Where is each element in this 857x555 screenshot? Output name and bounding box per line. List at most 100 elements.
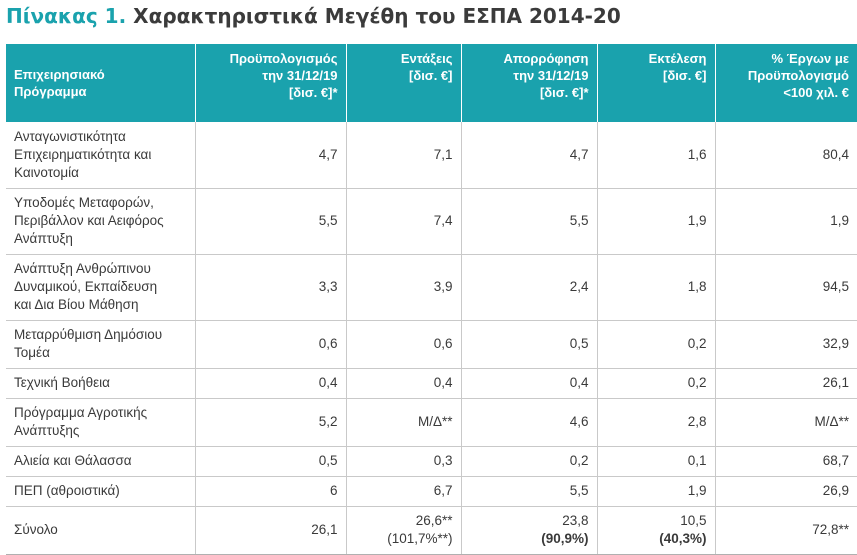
cell-entaxeis: 3,9 — [345, 254, 461, 321]
cell-pct: 32,9 — [714, 320, 857, 369]
cell-entaxeis: Μ/Δ** — [345, 398, 461, 447]
header-line: Απορρόφηση — [503, 51, 589, 66]
total-value: 10,5 — [680, 513, 707, 528]
program-name-line: Μεταρρύθμιση Δημόσιου — [14, 327, 163, 342]
header-row: Επιχειρησιακό Πρόγραμμα Προϋπολογισμός την … — [6, 44, 857, 122]
program-name-line: Δυναμικού, Εκπαίδευση — [14, 279, 158, 294]
total-value: 23,8 — [562, 513, 589, 528]
program-name-line: Καινοτομία — [14, 164, 79, 180]
header-line: [δισ. €]* — [539, 85, 589, 100]
cell-absorption: 4,6 — [460, 398, 597, 447]
cell-budget: 0,6 — [194, 320, 346, 369]
program-name-line: Τομέα — [14, 345, 50, 360]
total-percentage: (40,3%) — [659, 531, 707, 546]
table-row: Μεταρρύθμιση Δημόσιου Τομέα 0,6 0,6 0,5 0,2 32… — [6, 320, 857, 369]
total-value: 72,8** — [812, 522, 849, 537]
col-program-header: Επιχειρησιακό Πρόγραμμα — [6, 44, 195, 122]
col-budget-header: Προϋπολογισμός την 31/12/19 [δισ. €]* — [194, 44, 346, 122]
program-name-line: ΠΕΠ (αθροιστικά) — [14, 483, 120, 498]
cell-absorption: 4,7 — [460, 122, 597, 189]
header-line: Εντάξεις — [400, 51, 453, 66]
program-name-line: Επιχειρηματικότητα και — [14, 146, 152, 162]
cell-budget: 0,5 — [194, 446, 346, 477]
cell-execution: 0,2 — [596, 320, 715, 369]
espa-table: Επιχειρησιακό Πρόγραμμα Προϋπολογισμός την … — [6, 44, 857, 555]
col-pct-header: % Έργων με Προϋπολογισμό <100 χιλ. € — [714, 44, 857, 122]
cell-entaxeis: 0,4 — [345, 368, 461, 399]
col-absorption-header: Απορρόφηση την 31/12/19 [δισ. €]* — [460, 44, 597, 122]
header-line: Εκτέλεση — [648, 51, 707, 66]
cell-budget: 3,3 — [194, 254, 346, 321]
program-name-line: Περιβάλλον και Αειφόρος — [14, 213, 164, 228]
cell-budget: 4,7 — [194, 122, 346, 189]
cell-pct: 1,9 — [714, 188, 857, 255]
header-line: Προϋπολογισμός — [229, 51, 338, 66]
cell-pct: 94,5 — [714, 254, 857, 321]
table-body: Ανταγωνιστικότητα Επιχειρηματικότητα και Κ… — [6, 122, 857, 555]
cell-execution: 0,2 — [596, 368, 715, 399]
header-line: [δισ. €] — [662, 68, 707, 83]
total-value: 26,1 — [311, 522, 338, 537]
total-percentage: (101,7%**) — [387, 531, 453, 546]
program-name-line: Ανάπτυξη — [14, 231, 73, 246]
header-line: την 31/12/19 — [262, 68, 338, 83]
cell-budget: 0,4 — [194, 368, 346, 399]
cell-pct: Μ/Δ** — [714, 398, 857, 447]
program-name: Ανάπτυξη Ανθρώπινου Δυναμικού, Εκπαίδευση… — [6, 254, 195, 321]
total-entaxeis: 26,6** (101,7%**) — [345, 506, 461, 555]
cell-entaxeis: 0,3 — [345, 446, 461, 477]
table-row: Υποδομές Μεταφορών, Περιβάλλον και Αειφόρ… — [6, 188, 857, 255]
total-value: 26,6** — [415, 513, 453, 528]
header-line: % Έργων με — [771, 51, 849, 66]
table-row: Αλιεία και Θάλασσα 0,5 0,3 0,2 0,1 68,7 — [6, 446, 857, 477]
cell-entaxeis: 7,4 — [345, 188, 461, 255]
table-number: Πίνακας 1. — [6, 4, 127, 28]
cell-absorption: 5,5 — [460, 476, 597, 507]
cell-budget: 5,2 — [194, 398, 346, 447]
cell-entaxeis: 6,7 — [345, 476, 461, 507]
total-pct: 72,8** — [714, 506, 857, 555]
program-name: Πρόγραμμα Αγροτικής Ανάπτυξης — [6, 398, 195, 447]
total-budget: 26,1 — [194, 506, 346, 555]
cell-absorption: 5,5 — [460, 188, 597, 255]
table-row: Ανταγωνιστικότητα Επιχειρηματικότητα και Κ… — [6, 122, 857, 189]
header-line: <100 χιλ. € — [783, 85, 849, 100]
table-caption: Χαρακτηριστικά Μεγέθη του ΕΣΠΑ 2014-20 — [133, 4, 621, 28]
program-name-line: Ανταγωνιστικότητα — [14, 128, 126, 144]
cell-pct: 68,7 — [714, 446, 857, 477]
cell-execution: 1,6 — [596, 122, 715, 189]
program-name-line: Πρόγραμμα Αγροτικής — [14, 405, 148, 420]
total-label: Σύνολο — [6, 506, 195, 555]
program-name: Τεχνική Βοήθεια — [6, 368, 195, 399]
total-row: Σύνολο 26,1 26,6** (101,7%**) 23,8 (90,9%) 10,… — [6, 506, 857, 555]
col-entaxeis-header: Εντάξεις [δισ. €] — [345, 44, 461, 122]
cell-entaxeis: 7,1 — [345, 122, 461, 189]
cell-execution: 2,8 — [596, 398, 715, 447]
total-percentage: (90,9%) — [541, 531, 589, 546]
cell-pct: 80,4 — [714, 122, 857, 189]
cell-absorption: 2,4 — [460, 254, 597, 321]
program-name: Μεταρρύθμιση Δημόσιου Τομέα — [6, 320, 195, 369]
col-execution-header: Εκτέλεση [δισ. €] — [596, 44, 715, 122]
cell-absorption: 0,5 — [460, 320, 597, 369]
table-row: Τεχνική Βοήθεια 0,4 0,4 0,4 0,2 26,1 — [6, 368, 857, 399]
cell-entaxeis: 0,6 — [345, 320, 461, 369]
program-name-line: και Δια Βίου Μάθηση — [14, 297, 139, 312]
table-row: Ανάπτυξη Ανθρώπινου Δυναμικού, Εκπαίδευση… — [6, 254, 857, 321]
header-line: Προϋπολογισμό — [747, 68, 849, 83]
cell-execution: 1,8 — [596, 254, 715, 321]
total-execution: 10,5 (40,3%) — [596, 506, 715, 555]
cell-budget: 5,5 — [194, 188, 346, 255]
total-absorption: 23,8 (90,9%) — [460, 506, 597, 555]
header-line: την 31/12/19 — [513, 68, 589, 83]
table-row: ΠΕΠ (αθροιστικά) 6 6,7 5,5 1,9 26,9 — [6, 476, 857, 507]
cell-execution: 1,9 — [596, 188, 715, 255]
cell-execution: 0,1 — [596, 446, 715, 477]
program-name-line: Ανάπτυξης — [14, 423, 80, 438]
program-name-line: Αλιεία και Θάλασσα — [14, 453, 132, 468]
program-name: ΠΕΠ (αθροιστικά) — [6, 476, 195, 507]
cell-budget: 6 — [194, 476, 346, 507]
cell-pct: 26,9 — [714, 476, 857, 507]
program-name: Αλιεία και Θάλασσα — [6, 446, 195, 477]
program-name: Υποδομές Μεταφορών, Περιβάλλον και Αειφόρ… — [6, 188, 195, 255]
